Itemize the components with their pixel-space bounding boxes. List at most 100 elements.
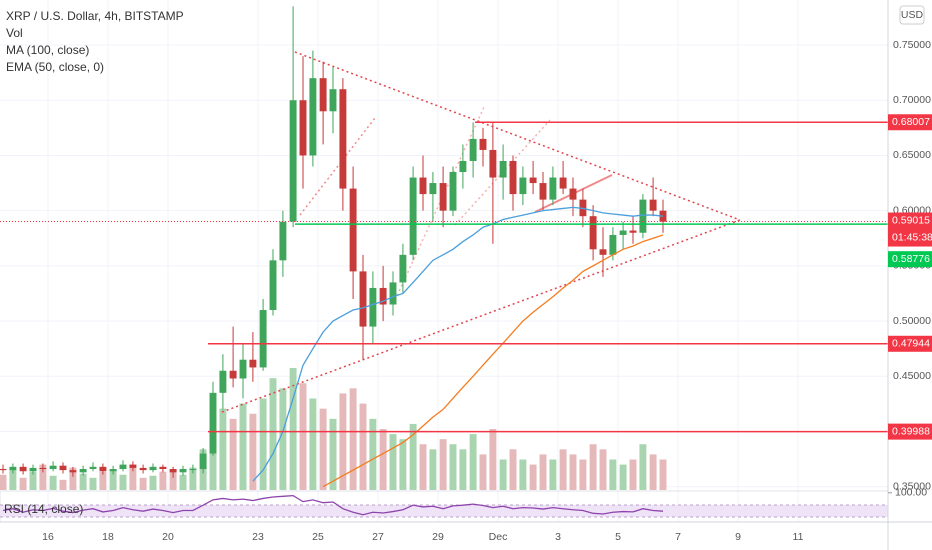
level-label: 0.58776 — [892, 253, 930, 265]
candle-body — [439, 183, 447, 211]
candle-body — [379, 287, 387, 305]
volume-bar — [399, 439, 407, 490]
volume-bar — [169, 469, 177, 490]
candle-body — [609, 234, 617, 255]
volume-bar — [89, 477, 97, 490]
candle-body — [39, 467, 47, 470]
candle-body — [519, 177, 527, 195]
volume-bar — [519, 459, 527, 490]
volume-bar — [299, 383, 307, 490]
x-tick-label: 20 — [162, 531, 174, 543]
volume-bar — [239, 403, 247, 490]
rsi-tick-label: 100.00 — [895, 487, 927, 499]
candle-body — [539, 183, 547, 200]
candle-body — [199, 453, 207, 470]
y-tick-label: 0.65000 — [893, 149, 931, 161]
candle-body — [219, 370, 227, 393]
candle-body — [259, 310, 267, 368]
candle-body — [169, 469, 177, 473]
currency-button[interactable] — [899, 5, 925, 25]
y-tick-label: 0.50000 — [893, 315, 931, 327]
candle-body — [499, 160, 507, 178]
volume-bar — [489, 429, 497, 490]
candle-body — [59, 465, 67, 471]
candle-body — [279, 221, 287, 261]
volume-bar — [229, 418, 237, 490]
candle-body — [619, 230, 627, 235]
volume-bar — [139, 477, 147, 490]
candle-body — [339, 89, 347, 189]
volume-bar — [49, 475, 57, 490]
candle-body — [49, 465, 57, 470]
candle-body — [549, 177, 557, 200]
candle-body — [349, 188, 357, 272]
volume-bar — [639, 444, 647, 490]
countdown: 01:45:38 — [892, 231, 932, 243]
marks-layer — [0, 6, 888, 488]
volume-bar — [19, 477, 27, 490]
candle-body — [359, 271, 367, 327]
volume-bar — [329, 418, 337, 490]
plot-layer — [0, 0, 888, 522]
volume-bar — [249, 413, 257, 490]
candle-body — [19, 466, 27, 472]
volume-bar — [629, 459, 637, 490]
volume-bar — [619, 464, 627, 490]
level-label: 0.47944 — [892, 338, 930, 350]
currency: USD — [901, 9, 924, 21]
trend-line — [299, 117, 376, 216]
candle-body — [269, 260, 277, 311]
volume-bar — [649, 454, 657, 490]
volume-bar — [529, 464, 537, 490]
candle-body — [569, 188, 577, 200]
level-label-bg — [888, 114, 932, 131]
candle-body — [309, 78, 317, 156]
candle-body — [129, 464, 137, 468]
candle-body — [459, 160, 467, 173]
price-axis — [888, 0, 932, 550]
x-tick-label: 25 — [312, 531, 324, 543]
level-label: 0.39988 — [892, 425, 930, 437]
indicator-label: EMA (50, close, 0) — [6, 60, 104, 74]
volume-bar — [599, 449, 607, 490]
candle-body — [149, 466, 157, 471]
candle-body — [209, 392, 217, 454]
candle-body — [509, 160, 517, 195]
candle-body — [329, 89, 337, 112]
candle-body — [119, 464, 127, 470]
volume-bar — [349, 388, 357, 490]
candle-body — [299, 100, 307, 156]
candle-body — [469, 138, 477, 161]
y-tick-label: 0.35000 — [893, 480, 931, 492]
chart-title: XRP / U.S. Dollar, 4h, BITSTAMP — [6, 9, 184, 23]
volume-bar — [119, 474, 127, 490]
rsi-layer — [2, 494, 664, 516]
volume-bar — [9, 469, 17, 490]
candle-body — [369, 287, 377, 327]
candle-body — [229, 370, 237, 379]
volume-bar — [159, 471, 167, 490]
candle-body — [649, 199, 657, 211]
level-label-bg — [888, 251, 932, 268]
volume-bar — [79, 473, 87, 490]
x-tick-label: 3 — [555, 531, 561, 543]
candle-body — [489, 149, 497, 178]
candle-body — [599, 249, 607, 255]
candle-body — [629, 230, 637, 233]
volume-bar — [609, 459, 617, 490]
y-tick-label: 0.45000 — [893, 370, 931, 382]
volume-bar — [149, 475, 157, 490]
volume-bar — [39, 464, 47, 490]
volume-bar — [339, 393, 347, 490]
volume-bar — [479, 454, 487, 490]
candle-body — [0, 469, 7, 471]
volume-bar — [369, 418, 377, 490]
volume-bar — [389, 434, 397, 490]
volume-bar — [589, 444, 597, 490]
last-price-bg — [888, 212, 932, 247]
trend-line — [394, 104, 486, 301]
candle-body — [239, 359, 247, 379]
volume-bar — [469, 434, 477, 490]
ma-line — [322, 234, 664, 488]
level-label-bg — [888, 335, 932, 352]
